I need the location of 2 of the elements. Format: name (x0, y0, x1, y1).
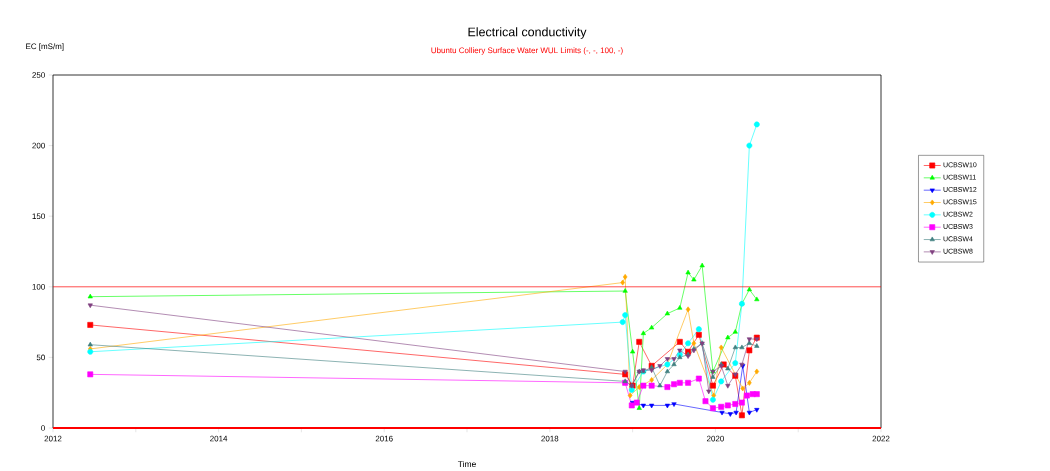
chart-title: Electrical conductivity (468, 27, 587, 39)
x-axis-title: Time (457, 460, 476, 468)
